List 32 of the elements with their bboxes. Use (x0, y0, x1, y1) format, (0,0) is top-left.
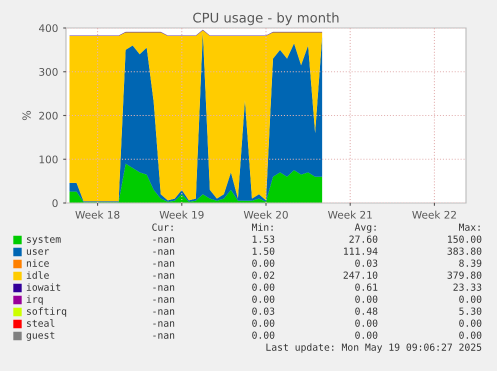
y-tick-label: 300 (39, 68, 58, 76)
text: -nan 1.50 111.94 383.80 (153, 247, 482, 255)
text: -nan 0.02 247.10 379.80 (153, 271, 482, 279)
text: -nan 1.53 27.60 150.00 (153, 235, 482, 243)
x-tick-label: Week 21 (328, 210, 372, 219)
text: Last update: Mon May 19 09:06:27 2025 (266, 343, 482, 353)
legend-label: nice (26, 259, 49, 267)
text: Cur: Min: Avg: Max: (152, 223, 480, 233)
legend-label: steal (27, 319, 54, 327)
y-tick-label: 100 (40, 155, 58, 164)
text: -nan 0.00 0.03 8.39 (153, 259, 482, 267)
y-axis-title: % (22, 110, 31, 120)
text: -nan 0.00 0.00 0.00 (153, 319, 482, 327)
y-tick-label: 400 (38, 24, 58, 32)
y-tick-label: 200 (39, 112, 58, 120)
chart-title: CPU usage - by month (193, 12, 338, 26)
text: -nan 0.03 0.48 5.30 (153, 307, 482, 315)
text: -nan 0.00 0.00 0.00 (153, 295, 482, 303)
x-tick-label: Week 19 (160, 210, 204, 219)
y-tick-label: 0 (52, 199, 58, 208)
legend-label: idle (26, 271, 49, 279)
legend-label: system (27, 236, 61, 245)
legend-label: softirq (27, 307, 66, 317)
legend-label: iowait (26, 283, 60, 291)
legend-label: user (26, 249, 50, 255)
x-tick-label: Week 22 (412, 210, 456, 219)
text: -nan 0.00 0.00 0.00 (153, 331, 482, 339)
x-tick-label: Week 18 (75, 210, 120, 219)
legend-label: guest (26, 332, 54, 341)
legend-label: irq (26, 295, 43, 305)
text: -nan 0.00 0.61 23.33 (153, 283, 482, 291)
x-tick-label: Week 20 (244, 210, 288, 219)
